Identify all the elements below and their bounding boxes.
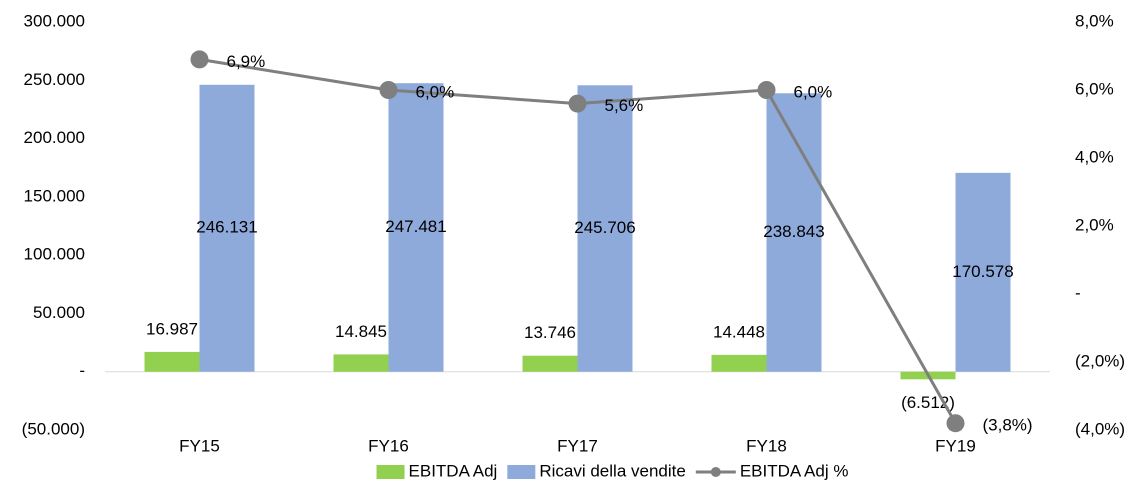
data-label: 6,0% [794,82,833,101]
x-tick-label: FY18 [746,436,787,455]
legend-label: EBITDA Adj % [740,461,849,480]
line-marker [379,81,398,99]
y2-tick-label: 2,0% [1075,215,1114,234]
data-label: 16.987 [146,319,198,338]
y2-tick-label: 4,0% [1075,147,1114,166]
bar [711,354,767,372]
legend-label: EBITDA Adj [409,461,498,480]
data-label: 170.578 [952,262,1013,281]
data-label: (3,8%) [983,416,1033,435]
y2-tick-label: - [1075,283,1081,302]
y-tick-label: 250.000 [24,70,85,89]
bar [333,354,389,372]
data-label: 6,0% [416,82,455,101]
y-tick-label: - [79,361,85,380]
y-tick-label: (50.000) [22,419,85,438]
data-label: 246.131 [196,218,257,237]
bar [144,351,200,372]
data-label: 5,6% [605,96,644,115]
data-label: 14.448 [713,322,765,341]
bar [199,84,255,372]
data-label: 13.746 [524,323,576,342]
y2-tick-label: (4,0%) [1075,419,1125,438]
bar [955,172,1011,372]
line-marker [946,414,965,433]
data-label: 247.481 [385,217,446,236]
line-marker [190,50,209,69]
data-label: 6,9% [227,52,266,71]
line-marker [757,81,776,99]
line-marker [568,94,587,113]
y2-tick-label: (2,0%) [1075,351,1125,370]
y-tick-label: 150.000 [24,186,85,205]
x-tick-label: FY19 [935,436,976,455]
data-label: 14.845 [335,322,387,341]
y-tick-label: 200.000 [24,128,85,147]
legend-swatch [710,467,721,477]
y-tick-label: 100.000 [24,245,85,264]
y-tick-label: 50.000 [33,303,85,322]
legend-swatch [507,465,536,479]
data-label: 245.706 [574,218,635,237]
legend-swatch [376,465,405,479]
y2-tick-label: 8,0% [1075,11,1114,30]
x-tick-label: FY16 [368,436,409,455]
data-label: 238.843 [763,222,824,241]
bar [388,83,444,372]
bar [522,355,578,372]
x-tick-label: FY15 [179,436,220,455]
legend-label: Ricavi della vendite [539,461,685,480]
y-tick-label: 300.000 [24,11,85,30]
y2-tick-label: 6,0% [1075,79,1114,98]
x-tick-label: FY17 [557,436,598,455]
bar [577,85,633,372]
